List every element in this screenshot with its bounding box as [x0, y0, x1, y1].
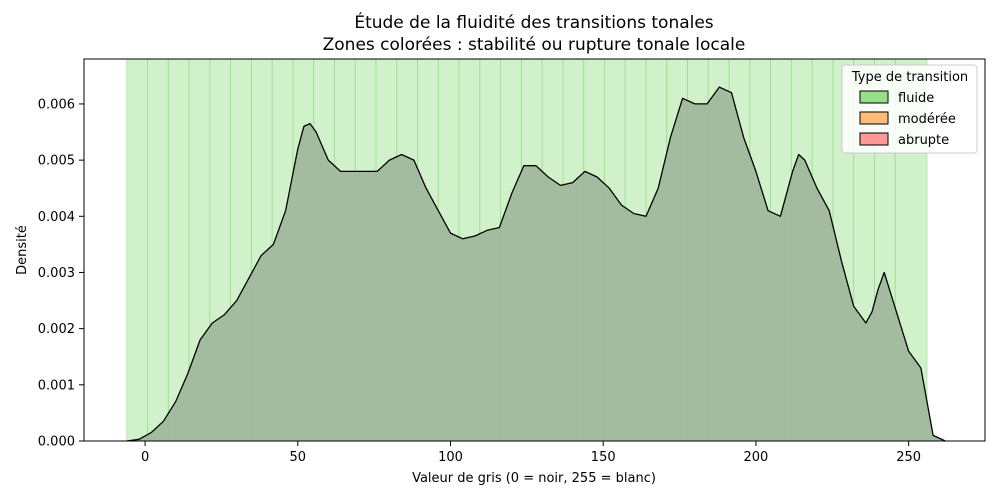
x-tick-label: 150: [591, 450, 616, 465]
x-tick-label: 250: [896, 450, 921, 465]
y-axis-label: Densité: [15, 225, 30, 275]
legend-title: Type de transition: [851, 70, 968, 85]
x-axis-label: Valeur de gris (0 = noir, 255 = blanc): [412, 471, 656, 486]
legend-label: fluide: [898, 91, 934, 106]
chart-subtitle: Zones colorées : stabilité ou rupture to…: [323, 35, 746, 55]
legend-swatch: [859, 132, 889, 146]
x-tick-label: 100: [438, 450, 463, 465]
legend-label: abrupte: [898, 133, 949, 148]
x-tick-label: 200: [744, 450, 769, 465]
plot-frame: [83, 58, 986, 442]
legend-swatch: [859, 90, 889, 104]
chart-title: Étude de la fluidité des transitions ton…: [354, 11, 713, 33]
density-fill: [126, 87, 946, 441]
density-area: [126, 86, 946, 442]
zone-band: [147, 58, 169, 442]
legend: Type de transition fluide modérée abrupte: [841, 64, 978, 154]
density-line: [126, 86, 946, 442]
x-tick-label: 50: [290, 450, 307, 465]
y-tick-label: 0.003: [38, 266, 75, 281]
legend-swatch: [859, 111, 889, 125]
zone-band: [126, 58, 148, 442]
y-tick-label: 0.000: [38, 435, 75, 450]
y-tick-label: 0.002: [38, 322, 75, 337]
legend-entries: fluide modérée abrupte: [859, 90, 956, 148]
x-tick-label: 0: [141, 450, 149, 465]
y-tick-label: 0.001: [38, 378, 75, 393]
legend-box: [841, 64, 978, 154]
x-axis: 0 50 100 150 200 250: [141, 441, 921, 465]
y-tick-label: 0.004: [38, 210, 75, 225]
y-tick-label: 0.005: [38, 154, 75, 169]
legend-label: modérée: [898, 112, 956, 127]
y-tick-label: 0.006: [38, 97, 75, 112]
y-axis: 0.000 0.001 0.002 0.003 0.004 0.005 0.006: [38, 97, 84, 450]
